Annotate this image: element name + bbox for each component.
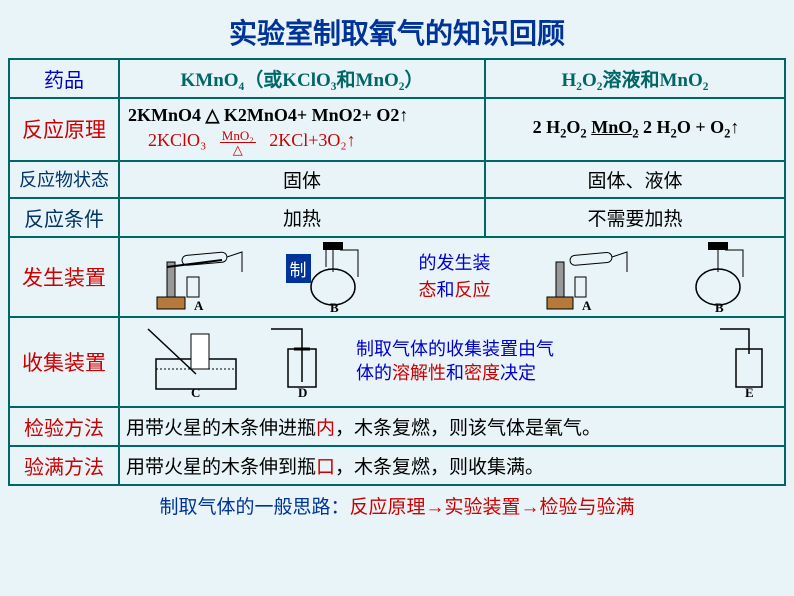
row-state-label: 反应物状态 <box>9 161 119 198</box>
row-gen-label: 发生装置 <box>9 237 119 317</box>
svg-text:A: A <box>194 298 204 312</box>
eq1b: 2KClO₃ MnO₂△ 2KCl+3O₂↑ <box>128 128 478 155</box>
page-title: 实验室制取氧气的知识回顾 <box>8 4 786 58</box>
hdr-reagent: 药品 <box>9 59 119 98</box>
hdr-col2: H₂O₂溶液和MnO₂ <box>485 59 785 98</box>
cell-coll: C D 制取气体的收集装置由气 体的溶解性和密度决定 <box>119 317 785 407</box>
heated-tube-icon: A <box>152 242 247 312</box>
cell-test: 用带火星的木条伸进瓶内，木条复燃，则该气体是氧气。 <box>119 407 785 446</box>
flask-icon: B <box>683 242 753 312</box>
cell-full: 用带火星的木条伸到瓶口，木条复燃，则收集满。 <box>119 446 785 485</box>
cell-gen: A B 制 的发生装 态和反应 <box>119 237 785 317</box>
apparatus-d: D <box>266 324 336 399</box>
svg-text:D: D <box>298 385 307 399</box>
eq1a: 2KMnO4 △ K2MnO4+ MnO2+ O2↑ <box>128 103 478 128</box>
apparatus-a2: A <box>542 242 632 312</box>
apparatus-b1: B 制 <box>298 242 368 312</box>
cell-eq2: 2 H2O2 MnO2 2 H2O + O2↑ <box>485 98 785 161</box>
downward-bottle-icon: E <box>718 324 778 399</box>
apparatus-e: E <box>718 324 778 399</box>
svg-text:E: E <box>745 385 754 399</box>
main-table: 药品 KMnO₄（或KClO₃和MnO₂） H₂O₂溶液和MnO₂ 反应原理 2… <box>8 58 786 486</box>
row-full-label: 验满方法 <box>9 446 119 485</box>
svg-text:B: B <box>715 300 724 312</box>
svg-text:C: C <box>191 385 200 399</box>
apparatus-a: A <box>152 242 247 312</box>
row-test-label: 检验方法 <box>9 407 119 446</box>
water-trough-icon: C <box>146 324 246 399</box>
row-cond-label: 反应条件 <box>9 198 119 237</box>
row-coll-label: 收集装置 <box>9 317 119 407</box>
cell-state-1: 固体 <box>119 161 485 198</box>
svg-text:B: B <box>330 300 339 312</box>
coll-note: 制取气体的收集装置由气 体的溶解性和密度决定 <box>356 338 778 385</box>
overlay-1: 制 <box>286 254 311 283</box>
cell-eq1: 2KMnO4 △ K2MnO4+ MnO2+ O2↑ 2KClO₃ MnO₂△ … <box>119 98 485 161</box>
cell-cond-1: 加热 <box>119 198 485 237</box>
eq2: 2 H2O2 MnO2 2 H2O + O2↑ <box>533 117 740 137</box>
heated-tube-icon: A <box>542 242 632 312</box>
footer-line: 制取气体的一般思路：反应原理→实验装置→检验与验满 <box>8 486 786 519</box>
gen-text-block: 的发生装 态和反应 <box>419 250 491 304</box>
hdr-col1: KMnO₄（或KClO₃和MnO₂） <box>119 59 485 98</box>
cell-cond-2: 不需要加热 <box>485 198 785 237</box>
upward-bottle-icon: D <box>266 324 336 399</box>
svg-text:A: A <box>582 298 592 312</box>
cell-state-2: 固体、液体 <box>485 161 785 198</box>
row-principle-label: 反应原理 <box>9 98 119 161</box>
apparatus-c: C <box>146 324 246 399</box>
apparatus-b2: B <box>683 242 753 312</box>
